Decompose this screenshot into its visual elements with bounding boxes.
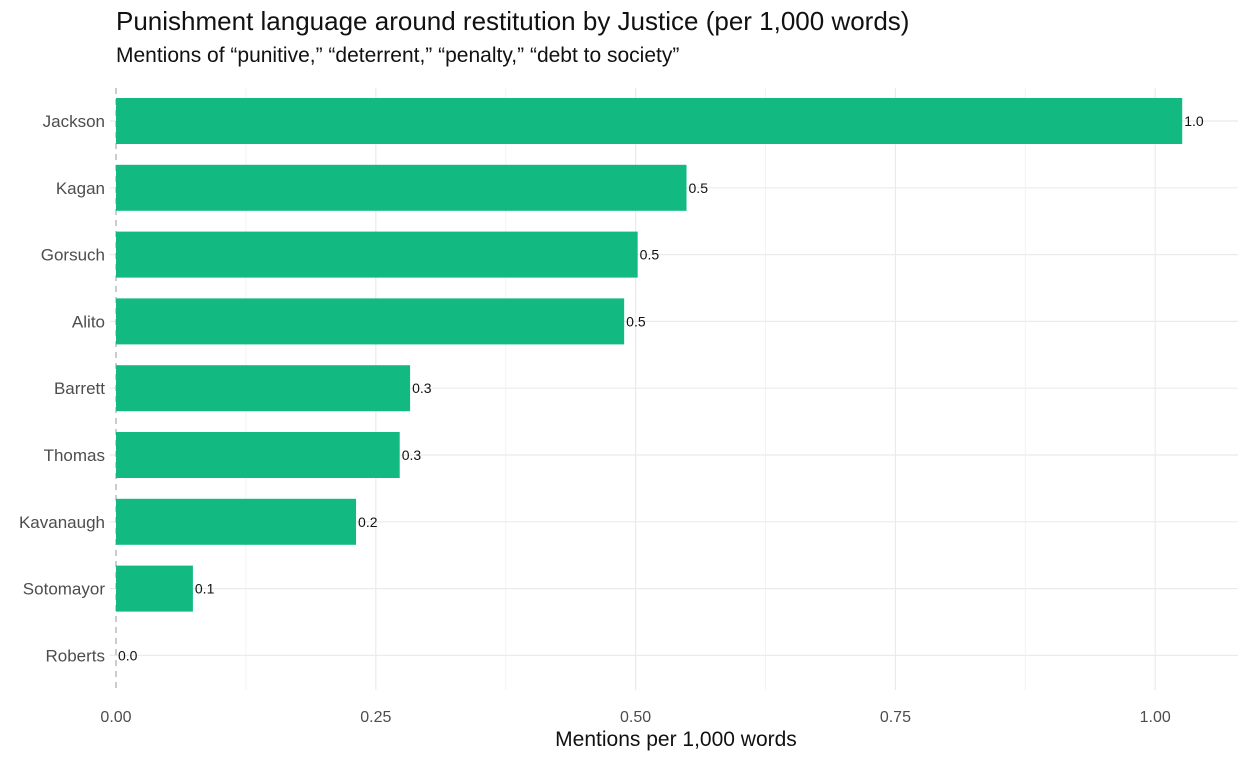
y-tick-label-roberts: Roberts: [45, 646, 105, 665]
data-label-jackson: 1.0: [1184, 113, 1204, 129]
bar-thomas: [116, 432, 400, 478]
x-tick-label: 0.75: [880, 709, 911, 726]
y-tick-label-alito: Alito: [72, 312, 105, 331]
bar-alito: [116, 298, 625, 345]
y-axis-tick-labels: Jackson Kagan Gorsuch Alito Barrett Thomas Kav…: [19, 112, 105, 665]
bar-barrett: [116, 365, 411, 412]
chart-title: Punishment language around restitution b…: [116, 6, 910, 36]
x-tick-label: 0.50: [620, 709, 651, 726]
y-tick-label-gorsuch: Gorsuch: [41, 246, 105, 265]
x-axis-title: Mentions per 1,000 words: [555, 728, 797, 751]
bar-gorsuch: [116, 231, 638, 278]
data-label-gorsuch: 0.5: [640, 247, 660, 263]
bars: [116, 98, 1183, 612]
y-tick-label-thomas: Thomas: [44, 446, 105, 465]
x-axis-tick-labels: 0.00 0.25 0.50 0.75 1.00: [100, 709, 1170, 726]
y-tick-label-kavanaugh: Kavanaugh: [19, 513, 105, 532]
x-tick-label: 0.00: [100, 709, 131, 726]
chart-subtitle: Mentions of “punitive,” “deterrent,” “pe…: [116, 44, 680, 67]
bar-kavanaugh: [116, 498, 357, 545]
data-labels: 1.0 0.5 0.5 0.5 0.3 0.3 0.2 0.1 0.0: [118, 113, 1204, 663]
bar-kagan: [116, 164, 687, 211]
data-label-sotomayor: 0.1: [195, 581, 215, 597]
data-label-alito: 0.5: [626, 313, 646, 329]
y-tick-label-sotomayor: Sotomayor: [23, 580, 106, 599]
bar-jackson: [116, 98, 1183, 144]
data-label-barrett: 0.3: [412, 380, 432, 396]
data-label-roberts: 0.0: [118, 647, 138, 663]
data-label-thomas: 0.3: [402, 447, 422, 463]
y-tick-label-jackson: Jackson: [43, 112, 105, 131]
x-tick-label: 0.25: [360, 709, 391, 726]
y-tick-label-kagan: Kagan: [56, 179, 105, 198]
data-label-kagan: 0.5: [689, 180, 709, 196]
x-tick-label: 1.00: [1140, 709, 1171, 726]
bar-sotomayor: [116, 565, 193, 612]
y-tick-label-barrett: Barrett: [54, 379, 105, 398]
data-label-kavanaugh: 0.2: [358, 514, 378, 530]
